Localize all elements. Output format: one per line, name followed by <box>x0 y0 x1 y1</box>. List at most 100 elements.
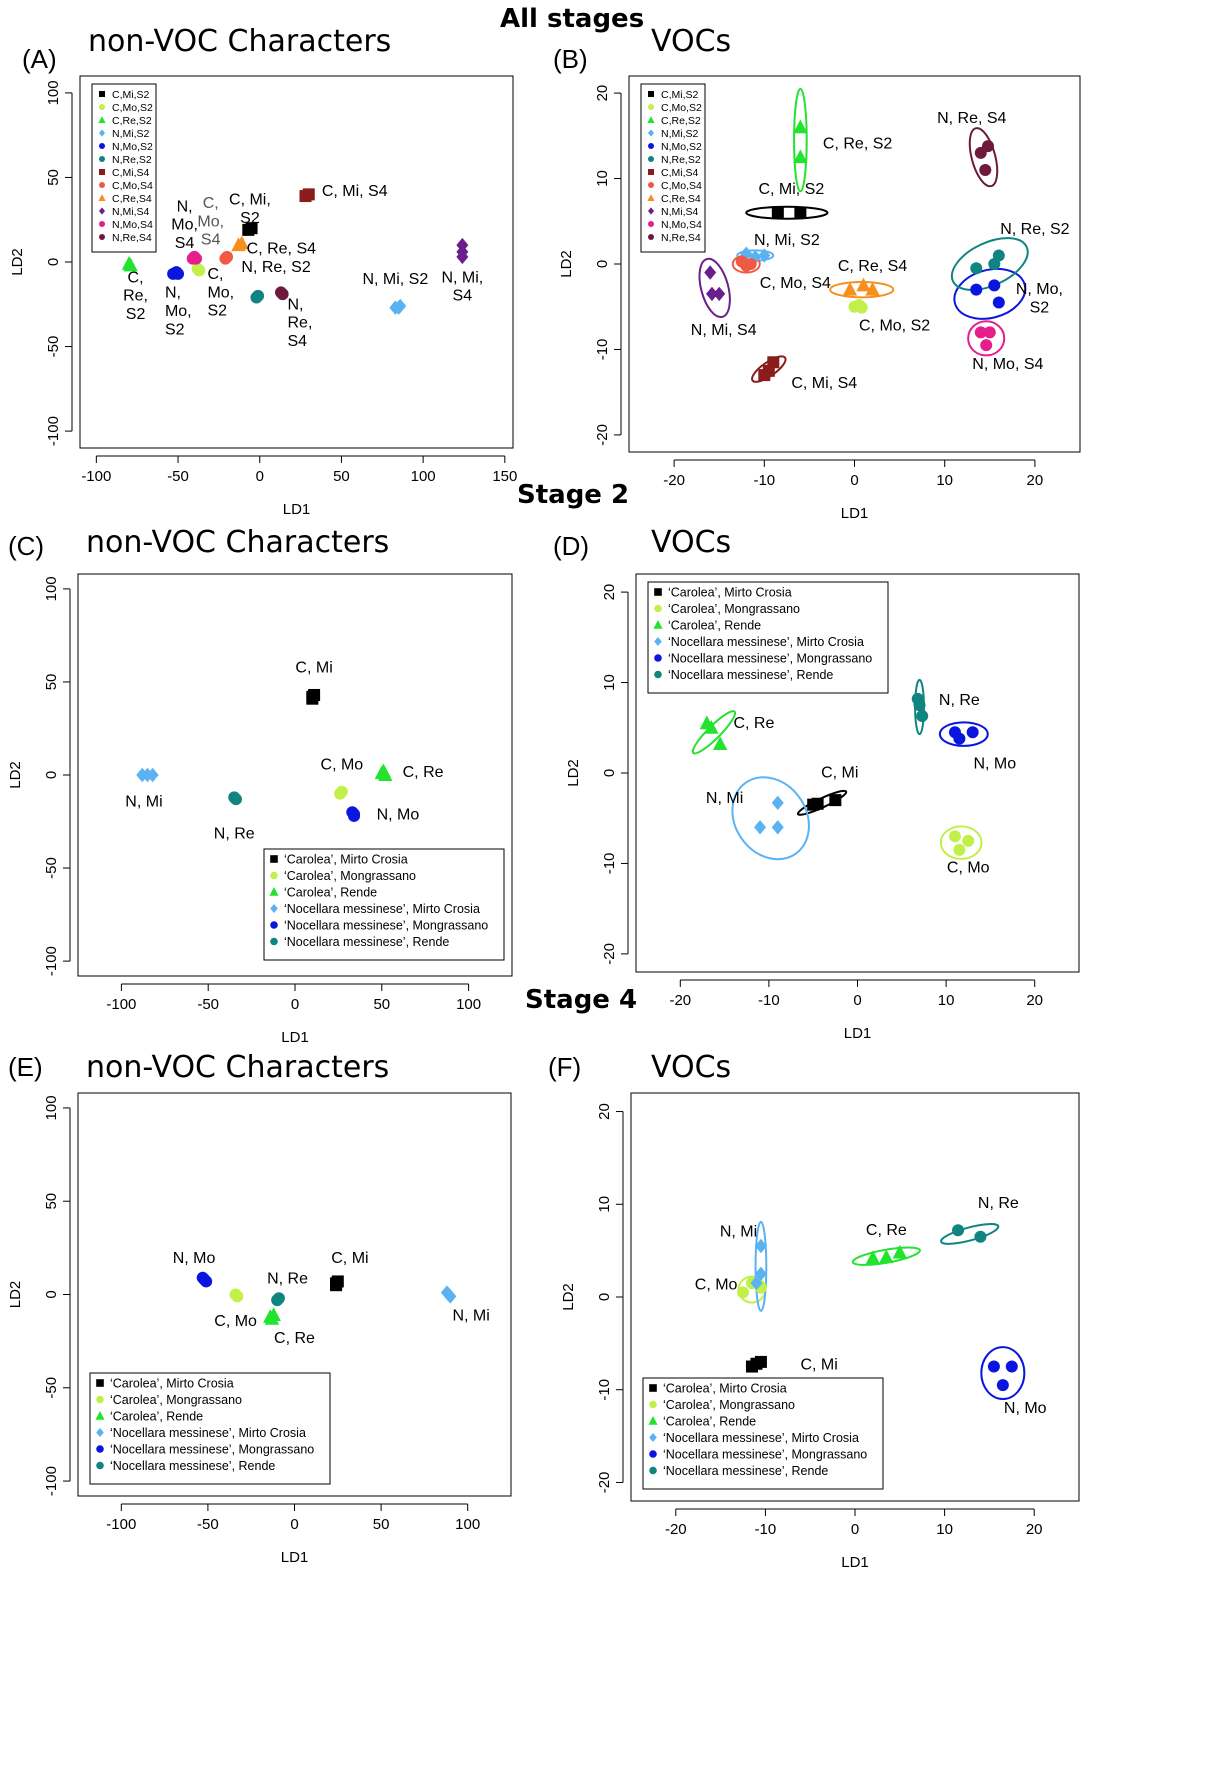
data-point <box>767 356 780 369</box>
legend-marker <box>270 871 278 880</box>
x-tick-label: 0 <box>850 472 858 489</box>
legend-marker <box>99 182 105 188</box>
x-axis-label: LD1 <box>281 1549 309 1566</box>
point-label: N, Re, S4 <box>937 110 1006 127</box>
legend-marker <box>648 156 654 162</box>
x-tick-label: -100 <box>106 996 136 1013</box>
panel-letter-f: (F) <box>548 1052 582 1082</box>
data-point <box>146 767 159 783</box>
point-label: N, Mo <box>1004 1400 1047 1417</box>
legend-box <box>263 848 505 961</box>
x-axis-label: LD1 <box>841 1554 869 1571</box>
x-tick-label: 50 <box>373 1516 390 1533</box>
confidence-ellipse <box>698 257 731 319</box>
legend: ‘Carolea’, Mirto Crosia ‘Carolea’, Mongra… <box>89 1372 331 1485</box>
point-label: N, Re <box>939 692 980 709</box>
data-point <box>306 692 319 705</box>
legend-marker <box>99 143 105 149</box>
y-tick-label: -10 <box>596 1379 613 1401</box>
y-axis-label: LD2 <box>9 248 26 276</box>
data-point <box>856 277 871 292</box>
legend-label: C,Mi,S2 <box>661 89 699 101</box>
point-label: N, Re <box>214 825 255 842</box>
x-tick-label: 10 <box>936 1521 953 1538</box>
legend-label: C,Re,S2 <box>661 115 701 127</box>
data-point <box>712 736 728 751</box>
point-label: C, Mi <box>295 660 332 677</box>
legend-box <box>642 1377 884 1490</box>
y-tick-label: -50 <box>45 336 62 358</box>
x-tick-label: 50 <box>333 468 350 485</box>
legend-label: ‘Carolea’, Rende <box>663 1415 756 1429</box>
data-point <box>172 267 185 280</box>
legend-label: C,Mi,S4 <box>112 167 150 179</box>
legend-label: ‘Carolea’, Mongrassano <box>284 869 416 883</box>
data-point <box>865 1250 881 1265</box>
confidence-ellipse <box>793 87 808 193</box>
legend-label: C,Mi,S2 <box>112 89 150 101</box>
y-tick-label: 0 <box>45 258 62 266</box>
legend-marker <box>648 104 654 110</box>
data-point <box>754 1238 767 1254</box>
legend-label: C,Re,S4 <box>661 193 701 205</box>
data-point <box>250 291 263 304</box>
point-label: N, Re <box>267 1270 308 1287</box>
point-label: N, Re, S2 <box>1000 221 1069 238</box>
confidence-ellipse <box>938 721 989 747</box>
x-tick-label: 0 <box>851 1521 859 1538</box>
plot-frame <box>79 75 514 449</box>
data-point <box>981 140 994 153</box>
data-point <box>879 1249 894 1264</box>
x-tick-label: -50 <box>197 1516 219 1533</box>
y-tick-label: 100 <box>43 576 60 601</box>
point-label: C, Mi <box>821 765 858 782</box>
panel-title-a: non-VOC Characters <box>88 24 392 59</box>
x-axis-label: LD1 <box>841 505 869 522</box>
data-point <box>793 149 808 164</box>
legend-label: ‘Nocellara messinese’, Mongrassano <box>663 1448 867 1462</box>
legend-label: N,Re,S2 <box>661 154 701 166</box>
y-tick-label: 50 <box>45 169 62 186</box>
legend-label: N,Mi,S4 <box>112 206 150 218</box>
legend-marker <box>96 1379 104 1387</box>
legend-marker <box>270 903 278 914</box>
point-label: N, Mi, S4 <box>441 269 483 304</box>
point-label: C, Mo, S2 <box>207 266 234 320</box>
data-point <box>705 286 718 302</box>
legend-label: ‘Carolea’, Mongrassano <box>663 1398 795 1412</box>
legend-label: N,Mo,S2 <box>661 141 702 153</box>
x-tick-label: -20 <box>669 992 691 1009</box>
legend-marker <box>99 221 105 227</box>
plot-frame <box>77 573 513 977</box>
chart-panel-f: -20 -10 0 10 20 LD1 -20 -10 0 10 20 LD2 C, Mi C, Mo C,… <box>560 1092 1080 1571</box>
data-point <box>771 206 784 219</box>
data-point <box>190 252 203 265</box>
x-tick-label: -20 <box>665 1521 687 1538</box>
point-label: N, Mo, S4 <box>972 356 1043 373</box>
y-tick-label: -50 <box>43 1377 60 1399</box>
y-tick-label: 50 <box>43 674 60 691</box>
legend-label: N,Mo,S4 <box>112 219 153 231</box>
legend-label: C,Re,S2 <box>112 115 152 127</box>
legend-marker <box>95 1411 105 1420</box>
chart-panel-d: -20 -10 0 10 20 LD1 -20 -10 0 10 20 LD2 C, Mi C, Mo C,… <box>565 573 1080 1042</box>
data-point <box>855 301 868 314</box>
legend-marker <box>648 143 654 149</box>
point-label: N, Mo, S4 <box>171 198 198 252</box>
y-axis-label: LD2 <box>560 1283 577 1311</box>
x-tick-label: -10 <box>758 992 780 1009</box>
legend-marker <box>648 234 654 240</box>
data-point <box>219 252 232 265</box>
point-label: N, Re <box>978 1195 1019 1212</box>
y-tick-label: -100 <box>43 946 60 976</box>
legend-marker <box>96 1461 104 1470</box>
legend-marker <box>270 921 278 929</box>
data-point <box>754 1266 767 1282</box>
data-point <box>970 283 983 296</box>
legend-marker <box>270 937 278 946</box>
data-point <box>913 699 926 712</box>
data-point <box>330 1279 343 1292</box>
confidence-ellipse <box>968 127 999 188</box>
data-point <box>948 830 961 843</box>
